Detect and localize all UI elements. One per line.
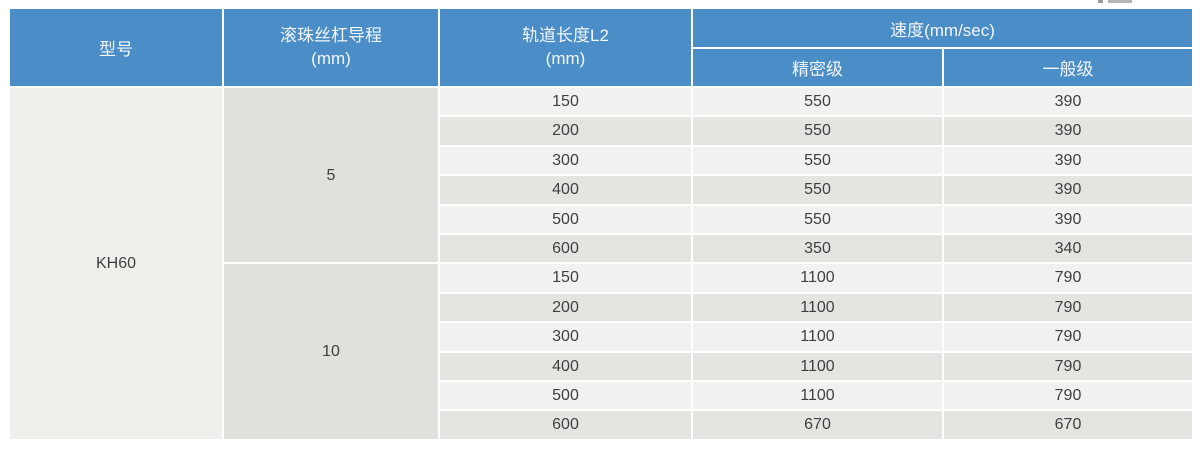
- general-speed-cell: 340: [941, 233, 1195, 265]
- table-row: 400 550 390: [9, 174, 1195, 206]
- l2-cell: 500: [438, 203, 693, 236]
- header-speed: 速度(mm/sec): [690, 7, 1195, 49]
- precision-speed-cell: 550: [691, 144, 944, 177]
- header-track-unit: (mm): [545, 48, 586, 68]
- table-header: 型号 滚珠丝杠导程 (mm) 轨道长度L2 (mm) 速度(mm/sec) 精密…: [8, 7, 1195, 88]
- general-speed-cell: 390: [941, 203, 1195, 236]
- precision-speed-cell: 350: [691, 233, 944, 265]
- table-row: 500 550 390: [9, 203, 1195, 236]
- precision-speed-cell: 550: [691, 115, 944, 147]
- table-row: 500 1100 790: [9, 380, 1195, 412]
- precision-speed-cell: 1100: [691, 262, 944, 294]
- precision-speed-cell: 550: [691, 203, 944, 236]
- l2-cell: 400: [438, 350, 693, 383]
- clipped-text-mark: [1098, 0, 1103, 3]
- header-row-top: 型号 滚珠丝杠导程 (mm) 轨道长度L2 (mm) 速度(mm/sec): [8, 7, 1195, 88]
- general-speed-cell: 390: [941, 85, 1195, 118]
- general-speed-cell: 790: [941, 380, 1195, 412]
- precision-speed-cell: 1100: [691, 350, 944, 383]
- header-lead-unit: (mm): [311, 48, 351, 68]
- table-body: KH60 5 150 550 390 200 550 390 300 550 3…: [8, 85, 1195, 441]
- general-speed-cell: 390: [941, 115, 1195, 147]
- clipped-text-mark: [1108, 0, 1132, 3]
- lead-cell-5: 5: [222, 85, 440, 265]
- header-track-length: 轨道长度L2 (mm): [438, 7, 693, 88]
- precision-speed-cell: 1100: [691, 291, 944, 324]
- table-row: 10 150 1100 790: [9, 262, 1195, 441]
- general-speed-cell: 790: [941, 291, 1195, 324]
- precision-speed-cell: 1100: [691, 380, 944, 412]
- l2-cell: 400: [438, 174, 693, 206]
- general-speed-cell: 790: [941, 350, 1195, 383]
- header-lead: 滚珠丝杠导程 (mm): [222, 7, 440, 88]
- precision-speed-cell: 550: [691, 85, 944, 118]
- general-speed-cell: 790: [941, 321, 1195, 353]
- header-lead-title: 滚珠丝杠导程: [280, 25, 382, 45]
- clipped-corner-text: [1098, 0, 1132, 4]
- general-speed-cell: 390: [941, 174, 1195, 206]
- header-row-sub: 精密级 一般级: [9, 47, 1195, 88]
- table-row: 600 670 670: [9, 409, 1195, 441]
- l2-cell: 150: [438, 85, 693, 118]
- precision-speed-cell: 1100: [691, 321, 944, 353]
- table-row: 200 550 390: [9, 115, 1195, 147]
- l2-cell: 500: [438, 380, 693, 412]
- table-row: 600 350 340: [9, 233, 1195, 265]
- l2-cell: 600: [438, 233, 693, 265]
- table-row: KH60 5 150 550 390: [8, 85, 1195, 441]
- l2-cell: 300: [438, 321, 693, 353]
- table-row: 300 1100 790: [9, 321, 1195, 353]
- table-row: 200 1100 790: [9, 291, 1195, 324]
- lead-cell-10: 10: [222, 262, 440, 441]
- general-speed-cell: 670: [941, 409, 1195, 441]
- speed-spec-table: 型号 滚珠丝杠导程 (mm) 轨道长度L2 (mm) 速度(mm/sec) 精密…: [8, 7, 1195, 441]
- precision-speed-cell: 550: [691, 174, 944, 206]
- table-row: 400 1100 790: [9, 350, 1195, 383]
- precision-speed-cell: 670: [691, 409, 944, 441]
- table-row: 300 550 390: [9, 144, 1195, 177]
- header-model: 型号: [8, 7, 224, 88]
- header-precision-grade: 精密级: [691, 47, 944, 88]
- header-track-title: 轨道长度L2: [522, 25, 609, 45]
- header-general-grade: 一般级: [941, 47, 1195, 88]
- l2-cell: 600: [438, 409, 693, 441]
- l2-cell: 150: [438, 262, 693, 294]
- l2-cell: 200: [438, 115, 693, 147]
- general-speed-cell: 790: [941, 262, 1195, 294]
- model-cell: KH60: [8, 86, 224, 441]
- l2-cell: 200: [438, 291, 693, 324]
- general-speed-cell: 390: [941, 144, 1195, 177]
- l2-cell: 300: [438, 144, 693, 177]
